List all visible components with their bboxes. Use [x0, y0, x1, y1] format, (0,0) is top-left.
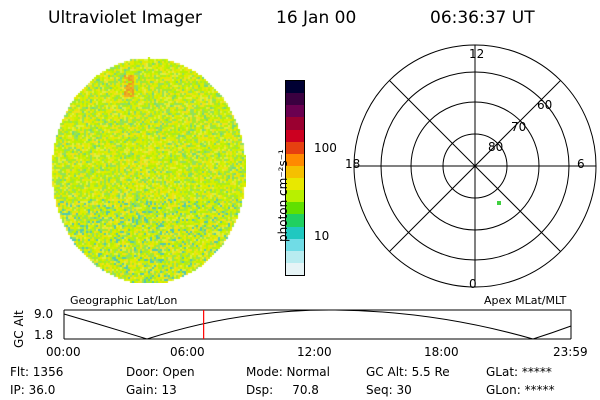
colorbar-segment [286, 238, 304, 251]
time-tick-1200: 12:00 [297, 345, 332, 359]
sequence-number: Seq: 30 [366, 383, 412, 397]
geographic-lon: GLon: ***** [486, 383, 555, 397]
colorbar-segment [286, 153, 304, 166]
geographic-label: Geographic Lat/Lon [70, 294, 178, 307]
polar-data-point [497, 201, 501, 205]
polar-label-0: 0 [469, 277, 477, 291]
alt-tick-9: 9.0 [34, 307, 54, 321]
polar-label-12: 12 [469, 47, 485, 61]
colorbar-segment [286, 226, 304, 239]
colorbar-segment [286, 165, 304, 178]
colorbar-segment [286, 190, 304, 203]
time-tick-2359: 23:59 [553, 345, 588, 359]
polar-ring-label-80: 80 [488, 140, 504, 154]
dsp-value: Dsp: 70.8 [246, 383, 319, 397]
colorbar-segment [286, 214, 304, 227]
geographic-lat: GLat: ***** [486, 365, 552, 379]
mode-status: Mode: Normal [246, 365, 330, 379]
time-tick-1800: 18:00 [424, 345, 459, 359]
colorbar-segment [286, 262, 304, 275]
polar-label-6: 6 [577, 157, 585, 171]
colorbar-segment [286, 93, 304, 106]
altitude-curve [63, 309, 572, 340]
colorbar-segment [286, 178, 304, 191]
color-scale-bar [285, 80, 305, 276]
gain-value: Gain: 13 [126, 383, 177, 397]
polar-ring-label-60: 60 [537, 98, 553, 112]
colorbar-tick-100: 100 [314, 141, 337, 155]
colorbar-tick-10: 10 [314, 229, 330, 243]
colorbar-segment [286, 129, 304, 142]
colorbar-segment [286, 81, 304, 94]
colorbar-segment [286, 202, 304, 215]
colorbar-segment [286, 105, 304, 118]
uv-image-disk [50, 57, 246, 283]
door-status: Door: Open [126, 365, 195, 379]
polar-label-18: 18 [345, 157, 361, 171]
polar-diagonal-2 [389, 80, 561, 252]
time-tick-0600: 06:00 [170, 345, 205, 359]
colorbar-segment [286, 250, 304, 263]
apex-label: Apex MLat/MLT [484, 294, 567, 307]
gc-altitude: GC Alt: 5.5 Re [366, 365, 450, 379]
time-tick-0000: 00:00 [46, 345, 81, 359]
observation-date: 16 Jan 00 [276, 8, 357, 28]
colorbar-segment [286, 117, 304, 130]
flight-number: Flt: 1356 [10, 365, 64, 379]
observation-time: 06:36:37 UT [430, 8, 535, 28]
app-title: Ultraviolet Imager [48, 8, 202, 28]
colorbar-segment [286, 141, 304, 154]
polar-ring-label-70: 70 [511, 120, 527, 134]
alt-axis-label: GC Alt [12, 310, 26, 348]
alt-tick-1-8: 1.8 [34, 328, 54, 342]
ip-value: IP: 36.0 [10, 383, 56, 397]
